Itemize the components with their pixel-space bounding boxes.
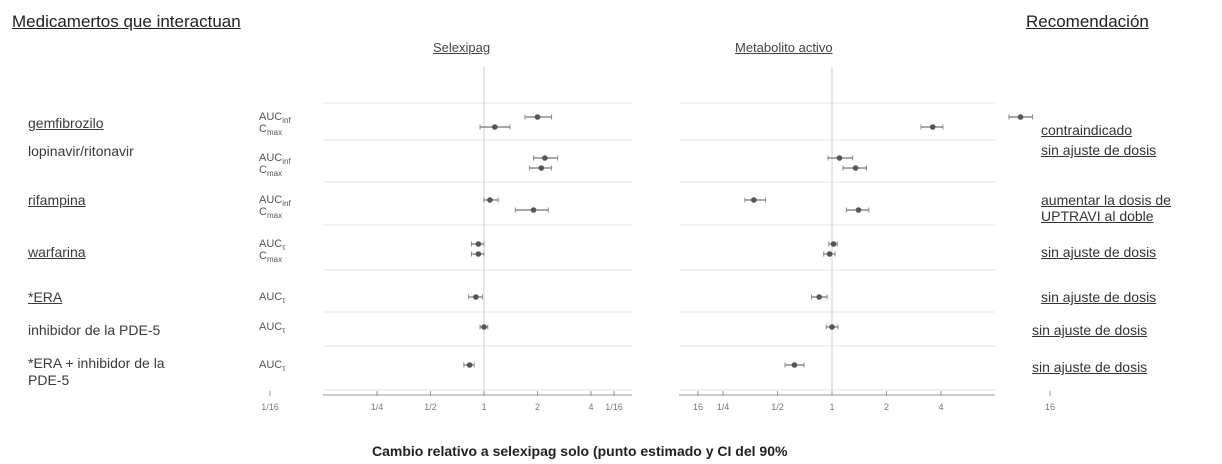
- x-tick-label: 1/16: [605, 402, 623, 412]
- drug-label: rifampina: [28, 192, 86, 208]
- parameter-label: AUCinf: [259, 152, 291, 168]
- point-estimate: [751, 197, 757, 203]
- point-estimate: [466, 362, 473, 368]
- recommendation-label: sin ajuste de dosis: [1032, 359, 1148, 375]
- x-axis-label: Cambio relativo a selexipag solo (punto …: [372, 443, 788, 459]
- parameter-label: Cmax: [259, 206, 282, 222]
- x-tick-label: 16: [693, 402, 703, 412]
- parameter-label: AUCinf: [259, 111, 291, 127]
- parameter-subscript: max: [266, 211, 283, 221]
- parameter-subscript: inf: [282, 157, 291, 167]
- x-tick-label: 4: [588, 402, 593, 412]
- parameter-label: AUCτ: [259, 291, 285, 307]
- parameter-label: Cmax: [259, 250, 282, 266]
- point-estimate: [475, 241, 482, 247]
- point-estimate: [1017, 114, 1024, 120]
- header-right: Recomendación: [1026, 12, 1149, 31]
- point-estimate: [542, 155, 548, 161]
- drug-label: warfarina: [28, 244, 86, 260]
- panel-title-metabolite: Metabolito activo: [735, 40, 833, 55]
- parameter-subscript: τ: [282, 296, 286, 306]
- x-tick-label: 4: [938, 402, 943, 412]
- x-tick-label: 1: [829, 402, 834, 412]
- parameter-name: AUC: [259, 321, 283, 333]
- parameter-subscript: max: [266, 169, 283, 179]
- recommendation-label: sin ajuste de dosis: [1032, 322, 1148, 338]
- recommendation-label: sin ajuste de dosis: [1041, 289, 1157, 305]
- point-estimate: [829, 324, 835, 330]
- parameter-label: Cmax: [259, 123, 282, 139]
- x-tick-label: 1: [481, 402, 486, 412]
- parameter-name: AUC: [259, 359, 283, 371]
- x-tick-label: 1/2: [771, 402, 784, 412]
- drug-label: gemfibrozilo: [28, 115, 104, 131]
- point-estimate: [538, 165, 545, 171]
- recommendation-label: sin ajuste de dosis: [1041, 244, 1157, 260]
- point-estimate: [473, 294, 479, 300]
- point-estimate: [491, 124, 498, 130]
- point-estimate: [475, 251, 482, 257]
- point-estimate: [791, 362, 798, 368]
- x-tick-label: 2: [535, 402, 540, 412]
- point-estimate: [816, 294, 823, 300]
- parameter-label: AUCτ: [259, 321, 285, 337]
- parameter-name: AUC: [259, 111, 283, 123]
- drug-label: *ERA + inhibidor de la PDE-5: [28, 355, 165, 388]
- point-estimate: [852, 165, 859, 171]
- point-estimate: [836, 155, 843, 161]
- parameter-label: Cmax: [259, 164, 282, 180]
- parameter-name: AUC: [259, 194, 283, 206]
- parameter-name: AUC: [259, 152, 283, 164]
- recommendation-label: contraindicado: [1041, 122, 1133, 138]
- parameter-name: AUC: [259, 291, 283, 303]
- parameter-name: AUC: [259, 238, 283, 250]
- point-estimate: [830, 241, 837, 247]
- drug-label: *ERA: [28, 289, 63, 305]
- parameter-subscript: τ: [282, 243, 286, 253]
- point-estimate: [855, 207, 862, 213]
- parameter-subscript: τ: [282, 326, 286, 336]
- recommendation-label: UPTRAVI al doble: [1041, 208, 1154, 224]
- parameter-subscript: inf: [282, 116, 291, 126]
- parameter-label: AUCτ: [259, 359, 285, 375]
- recommendation-label: aumentar la dosis de: [1041, 192, 1171, 208]
- point-estimate: [487, 197, 493, 203]
- parameter-subscript: max: [266, 128, 283, 138]
- parameter-name: C: [259, 206, 267, 218]
- header-left: Medicamertos que interactuan: [12, 12, 241, 31]
- x-tick-label: 2: [884, 402, 889, 412]
- drug-label: inhibidor de la PDE-5: [28, 322, 161, 338]
- point-estimate: [534, 114, 541, 120]
- panel-title-selexipag: Selexipag: [433, 40, 491, 55]
- recommendation-label: sin ajuste de dosis: [1041, 142, 1157, 158]
- drug-label: lopinavir/ritonavir: [28, 143, 134, 159]
- x-tick-label: 1/16: [261, 402, 279, 412]
- parameter-name: C: [259, 250, 267, 262]
- x-tick-label: 16: [1045, 402, 1055, 412]
- parameter-name: C: [259, 164, 267, 176]
- parameter-label: AUCinf: [259, 194, 291, 210]
- point-estimate: [929, 124, 936, 130]
- parameter-subscript: inf: [282, 199, 291, 209]
- parameter-subscript: max: [266, 255, 283, 265]
- x-tick-label: 1/4: [717, 402, 730, 412]
- parameter-subscript: τ: [282, 364, 286, 374]
- x-tick-label: 1/2: [424, 402, 437, 412]
- point-estimate: [481, 324, 487, 330]
- point-estimate: [530, 207, 537, 213]
- parameter-label: AUCτ: [259, 238, 285, 254]
- x-tick-label: 1/4: [371, 402, 384, 412]
- parameter-name: C: [259, 123, 267, 135]
- point-estimate: [826, 251, 833, 257]
